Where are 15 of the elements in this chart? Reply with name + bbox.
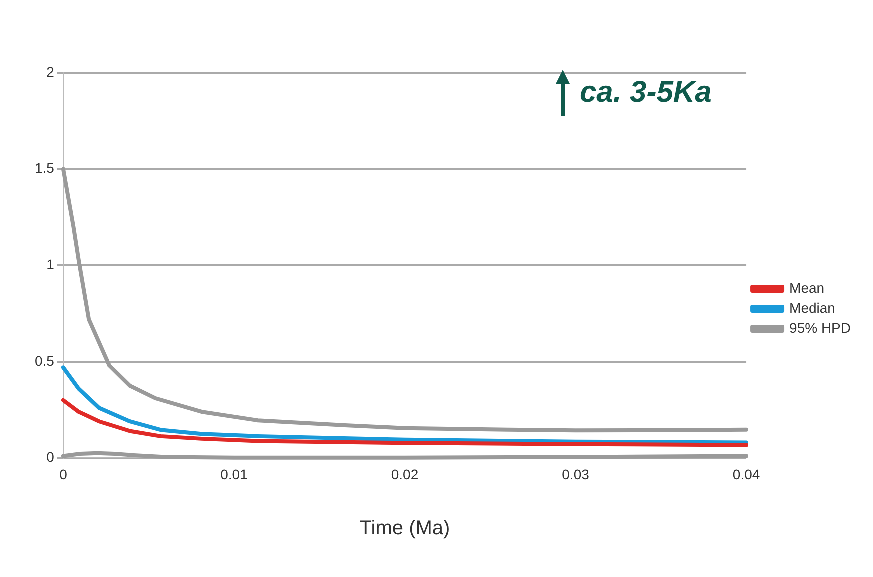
x-axis-title: Time (Ma)	[360, 518, 450, 540]
y-tick-label: 1.5	[34, 160, 55, 176]
y-tick-label: 1	[46, 256, 55, 272]
legend-label: Mean	[790, 280, 825, 296]
x-tick-label: 0.02	[391, 466, 419, 482]
y-tick-label: 2	[46, 64, 55, 80]
x-tick-label: 0.01	[220, 466, 248, 482]
x-tick-label: 0	[60, 466, 68, 482]
legend-label: 95% HPD	[790, 320, 851, 336]
x-tick-label: 0.04	[732, 466, 760, 482]
x-tick-label: 0.03	[562, 466, 590, 482]
annotation: ca. 3-5Ka	[580, 76, 712, 110]
legend-label: Median	[790, 300, 836, 316]
y-tick-label: 0.5	[34, 352, 55, 369]
y-tick-label: 0	[46, 449, 55, 466]
